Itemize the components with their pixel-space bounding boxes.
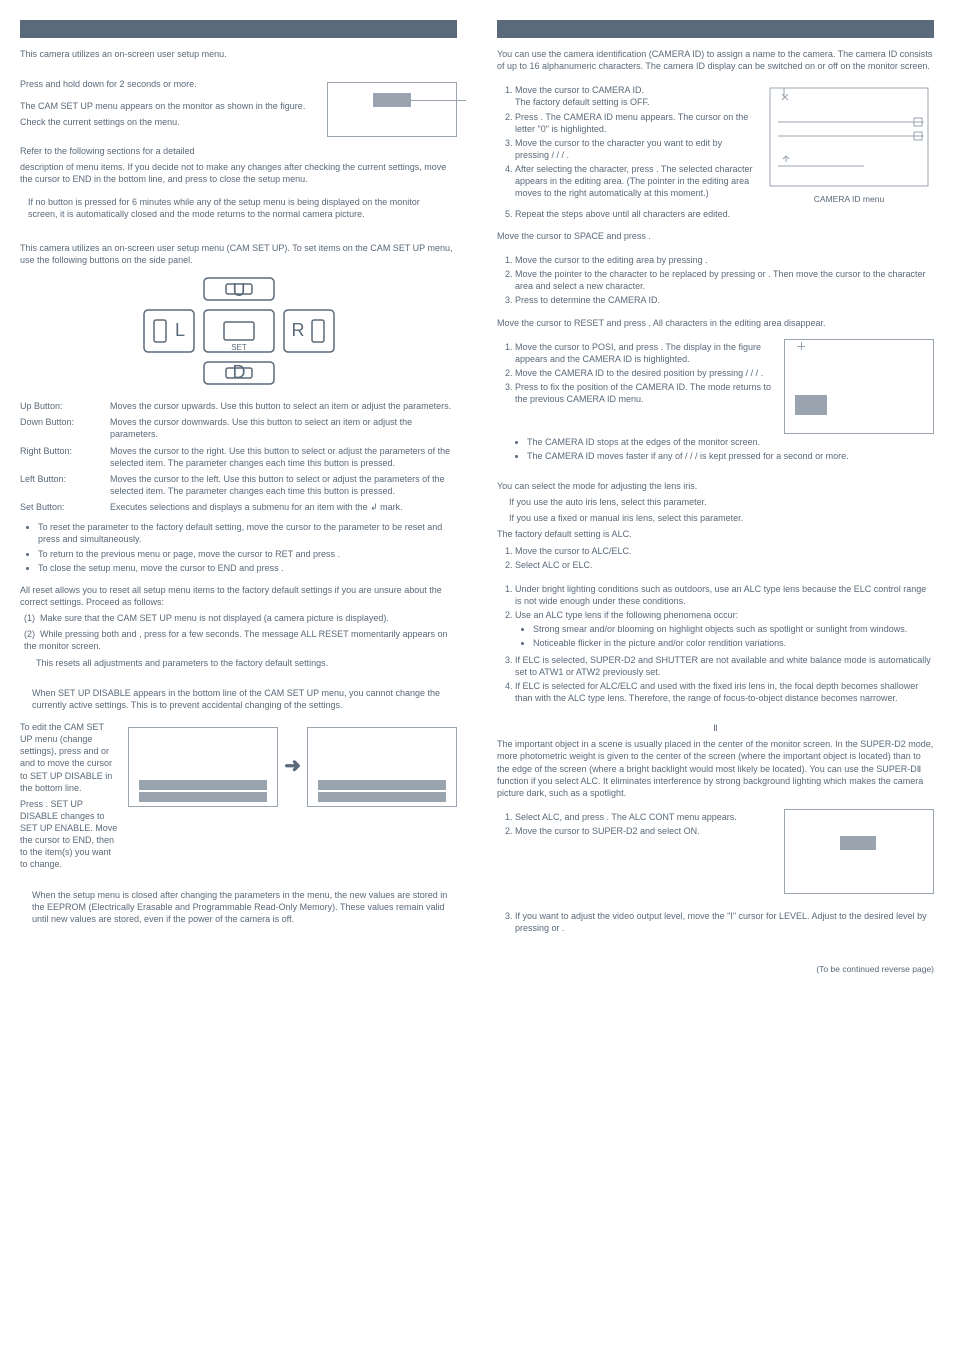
cam-setup-diagram: [327, 82, 457, 137]
left-column: This camera utilizes an on-screen user s…: [20, 20, 457, 980]
down-desc: Moves the cursor downwards. Use this but…: [110, 416, 457, 440]
posi-note-2: The CAMERA ID moves faster if any of / /…: [527, 450, 934, 462]
bullet-return: To return to the previous menu or page, …: [38, 548, 457, 560]
button-diagram: U D L R SET: [124, 276, 354, 386]
alc-n1: Under bright lighting conditions such as…: [515, 583, 934, 607]
posi-3: Press to fix the position of the CAMERA …: [515, 381, 774, 405]
desc-close: description of menu items. If you decide…: [20, 161, 457, 185]
posi-2: Move the CAMERA ID to the desired positi…: [515, 367, 774, 379]
arrow-icon: ➜: [284, 753, 301, 780]
up-label: Up Button:: [20, 400, 100, 412]
camera-id-caption: CAMERA ID menu: [764, 194, 934, 205]
enable-diagram: ➜: [128, 727, 457, 807]
section-bar-r: [497, 20, 934, 38]
cam-step-1: Move the cursor to CAMERA ID. The factor…: [515, 84, 754, 108]
reset-text: Move the cursor to RESET and press . All…: [497, 317, 934, 329]
allreset-intro: All reset allows you to reset all setup …: [20, 584, 457, 608]
alc-intro: You can select the mode for adjusting th…: [497, 480, 934, 492]
left-label: Left Button:: [20, 473, 100, 497]
disable-note: When SET UP DISABLE appears in the botto…: [32, 687, 457, 711]
alc-n4: If ELC is selected for ALC/ELC and used …: [515, 680, 934, 704]
alc-n3: If ELC is selected, SUPER-D2 and SHUTTER…: [515, 654, 934, 678]
edit-2: Press . SET UP DISABLE changes to SET UP…: [20, 798, 118, 871]
footer-note: (To be continued reverse page): [497, 964, 934, 975]
bullet-reset: To reset the parameter to the factory de…: [38, 521, 457, 545]
alc-n2: Use an ALC type lens if the following ph…: [515, 609, 934, 649]
button-table: Up Button: Moves the cursor upwards. Use…: [20, 400, 457, 513]
section-bar: [20, 20, 457, 38]
edit-1: To edit the CAM SET UP menu (change sett…: [20, 721, 118, 794]
svg-text:SET: SET: [231, 343, 247, 352]
utilizes2: This camera utilizes an on-screen user s…: [20, 242, 457, 266]
allreset-1: (1) Make sure that the CAM SET UP menu i…: [24, 612, 457, 624]
alc-cont-diagram: [784, 809, 934, 894]
right-column: You can use the camera identification (C…: [497, 20, 934, 980]
cam-step-5: Repeat the steps above until all charact…: [515, 208, 934, 220]
edit-char-3: Press to determine the CAMERA ID.: [515, 294, 934, 306]
camera-id-diagram: CAMERA ID menu: [764, 82, 934, 205]
svg-text:R: R: [291, 320, 304, 340]
alc-default: The factory default setting is ALC.: [497, 528, 934, 540]
cam-setup-2: Check the current settings on the menu.: [20, 116, 317, 128]
space-text: Move the cursor to SPACE and press .: [497, 230, 934, 242]
edit-char-1: Move the cursor to the editing area by p…: [515, 254, 934, 266]
alc-n2a: Strong smear and/or blooming on highligh…: [533, 623, 934, 635]
svg-text:D: D: [232, 362, 245, 382]
posi-1: Move the cursor to POSI, and press . The…: [515, 341, 774, 365]
posi-diagram: [784, 339, 934, 434]
set-desc: Executes selections and displays a subme…: [110, 501, 457, 513]
press-hold: Press and hold down for 2 seconds or mor…: [20, 78, 317, 90]
allreset-after: This resets all adjustments and paramete…: [24, 657, 457, 669]
alc-s2: Select ALC or ELC.: [515, 559, 934, 571]
right-intro: You can use the camera identification (C…: [497, 48, 934, 72]
super-s2: Move the cursor to SUPER-D2 and select O…: [515, 825, 774, 837]
alc-if1: If you use the auto iris lens, select th…: [509, 496, 934, 508]
edit-char-2: Move the pointer to the character to be …: [515, 268, 934, 292]
svg-text:L: L: [174, 320, 184, 340]
down-label: Down Button:: [20, 416, 100, 440]
cam-step-3: Move the cursor to the character you wan…: [515, 137, 754, 161]
posi-note-1: The CAMERA ID stops at the edges of the …: [527, 436, 934, 448]
right-desc: Moves the cursor to the right. Use this …: [110, 445, 457, 469]
up-desc: Moves the cursor upwards. Use this butto…: [110, 400, 457, 412]
intro-text: This camera utilizes an on-screen user s…: [20, 48, 457, 60]
super-s3: If you want to adjust the video output l…: [515, 910, 934, 934]
super-s1: Select ALC, and press . The ALC CONT men…: [515, 811, 774, 823]
alc-if2: If you use a fixed or manual iris lens, …: [509, 512, 934, 524]
super-h: Ⅱ: [497, 722, 934, 734]
super-text: The important object in a scene is usual…: [497, 738, 934, 799]
cam-step-2: Press . The CAMERA ID menu appears. The …: [515, 111, 754, 135]
cam-setup-1: The CAM SET UP menu appears on the monit…: [20, 100, 317, 112]
note-no-button: If no button is pressed for 6 minutes wh…: [28, 196, 449, 220]
eeprom-note: When the setup menu is closed after chan…: [32, 889, 457, 925]
alc-n2b: Noticeable flicker in the picture and/or…: [533, 637, 934, 649]
allreset-2: (2) While pressing both and , press for …: [24, 628, 457, 652]
alc-s1: Move the cursor to ALC/ELC.: [515, 545, 934, 557]
right-label: Right Button:: [20, 445, 100, 469]
svg-text:U: U: [232, 280, 245, 300]
refer-text: Refer to the following sections for a de…: [20, 145, 457, 157]
bullet-close: To close the setup menu, move the cursor…: [38, 562, 457, 574]
set-label: Set Button:: [20, 501, 100, 513]
left-desc: Moves the cursor to the left. Use this b…: [110, 473, 457, 497]
cam-step-4: After selecting the character, press . T…: [515, 163, 754, 199]
